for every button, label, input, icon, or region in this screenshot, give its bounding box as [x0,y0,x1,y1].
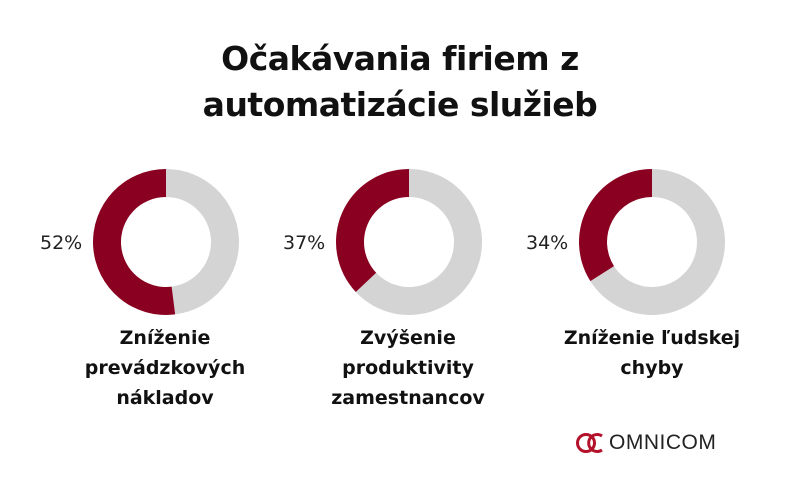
omnicom-logo: OMNICOM [575,428,716,458]
donut-1 [93,168,240,315]
donut-3 [579,169,726,315]
donut-1-remainder-slice [166,169,240,315]
donut-3-value-label: 34% [526,232,569,254]
donut-3-remainder-slice [590,169,726,315]
donut-3-category-label: Zníženie ľudskej chyby [532,323,772,383]
chart-title: Očakávania firiem z automatizácie služie… [0,36,800,128]
logo-text: OMNICOM [609,431,717,454]
chart-title-line-1: Očakávania firiem z [221,39,579,78]
donut-1-label-line-3: nákladov [116,387,214,409]
donut-2-label-line-2: produktivity [342,357,474,379]
omnicom-logo-icon [576,433,603,453]
donut-3-label-line-2: chyby [620,357,684,379]
donut-2-remainder-slice [355,169,482,316]
donut-2-value-slice [336,169,409,292]
donut-3-value-slice [579,169,652,282]
donut-2 [336,169,482,316]
chart-title-line-2: automatizácie služieb [202,85,598,124]
donut-3-label-line-1: Zníženie ľudskej [563,327,741,349]
donut-1-label-line-1: Zníženie [119,327,211,349]
donut-1-value-slice [93,168,176,315]
donut-2-category-label: Zvýšenie produktivity zamestnancov [288,323,528,413]
donut-2-label-line-1: Zvýšenie [360,327,456,349]
donut-2-value-label: 37% [283,232,326,254]
donut-2-label-line-3: zamestnancov [331,387,485,409]
donut-1-category-label: Zníženie prevádzkových nákladov [45,323,285,413]
donut-1-label-line-2: prevádzkových [84,357,246,379]
donut-1-value-label: 52% [40,232,83,254]
